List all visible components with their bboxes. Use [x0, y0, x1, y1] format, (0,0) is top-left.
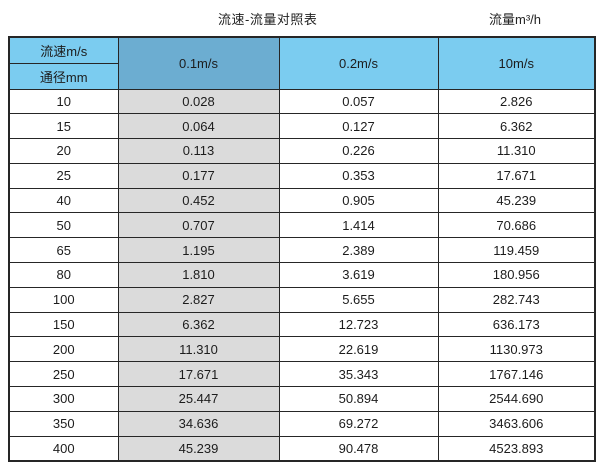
header-diameter-label: 通径mm	[8, 62, 119, 90]
diameter-cell: 65	[8, 237, 119, 264]
table-row: 200 11.310 22.619 1130.973	[8, 336, 596, 363]
table-row: 15 0.064 0.127 6.362	[8, 113, 596, 140]
header-velocity-label: 流速m/s	[8, 36, 119, 64]
flow-value-cell: 2.826	[437, 88, 596, 115]
table-row: 10 0.028 0.057 2.826	[8, 88, 596, 115]
diameter-cell: 40	[8, 187, 119, 214]
table-row: 40 0.452 0.905 45.239	[8, 187, 596, 214]
flow-value-cell: 0.452	[117, 187, 280, 214]
flow-value-cell: 6.362	[117, 311, 280, 338]
diameter-cell: 250	[8, 361, 119, 388]
diameter-cell: 350	[8, 410, 119, 437]
flow-value-cell: 2.389	[278, 237, 439, 264]
flow-value-cell: 90.478	[278, 435, 439, 462]
diameter-cell: 10	[8, 88, 119, 115]
table-row: 20 0.113 0.226 11.310	[8, 138, 596, 164]
flow-value-cell: 1.195	[117, 237, 280, 264]
flow-value-cell: 50.894	[278, 386, 439, 412]
flow-value-cell: 4523.893	[437, 435, 596, 462]
flow-rate-table: 流速m/s 0.1m/s 0.2m/s 10m/s 通径mm 10 0.028 0.…	[8, 36, 596, 462]
flow-value-cell: 3463.606	[437, 410, 596, 437]
diameter-cell: 100	[8, 286, 119, 313]
flow-value-cell: 636.173	[437, 311, 596, 338]
flow-value-cell: 3.619	[278, 262, 439, 288]
flow-value-cell: 0.226	[278, 138, 439, 164]
table-header: 流速m/s 0.1m/s 0.2m/s 10m/s 通径mm	[8, 36, 596, 90]
header-col-0.1ms: 0.1m/s	[117, 36, 280, 90]
flow-value-cell: 2544.690	[437, 386, 596, 412]
header-col-0.2ms: 0.2m/s	[278, 36, 439, 90]
diameter-cell: 200	[8, 336, 119, 363]
flow-value-cell: 1.810	[117, 262, 280, 288]
diameter-cell: 15	[8, 113, 119, 140]
table-row: 80 1.810 3.619 180.956	[8, 262, 596, 288]
flow-value-cell: 0.177	[117, 162, 280, 189]
flow-value-cell: 0.707	[117, 212, 280, 239]
table-body: 10 0.028 0.057 2.826 15 0.064 0.127 6.362 20 0.11…	[8, 88, 596, 462]
flow-value-cell: 22.619	[278, 336, 439, 363]
flow-value-cell: 6.362	[437, 113, 596, 140]
flow-value-cell: 25.447	[117, 386, 280, 412]
flow-unit-label: 流量m³/h	[489, 12, 542, 27]
flow-value-cell: 282.743	[437, 286, 596, 313]
flow-value-cell: 0.905	[278, 187, 439, 214]
flow-value-cell: 0.028	[117, 88, 280, 115]
header-col-10ms: 10m/s	[437, 36, 596, 90]
flow-value-cell: 35.343	[278, 361, 439, 388]
diameter-cell: 20	[8, 138, 119, 164]
flow-value-cell: 69.272	[278, 410, 439, 437]
flow-value-cell: 1.414	[278, 212, 439, 239]
table-row: 65 1.195 2.389 119.459	[8, 237, 596, 264]
flow-value-cell: 0.057	[278, 88, 439, 115]
flow-value-cell: 1767.146	[437, 361, 596, 388]
table-row: 150 6.362 12.723 636.173	[8, 311, 596, 338]
diameter-cell: 150	[8, 311, 119, 338]
flow-value-cell: 119.459	[437, 237, 596, 264]
diameter-cell: 400	[8, 435, 119, 462]
diameter-cell: 25	[8, 162, 119, 189]
flow-value-cell: 180.956	[437, 262, 596, 288]
table-title: 流速-流量对照表	[218, 12, 318, 27]
flow-value-cell: 45.239	[437, 187, 596, 214]
flow-value-cell: 34.636	[117, 410, 280, 437]
flow-value-cell: 11.310	[117, 336, 280, 363]
flow-value-cell: 0.127	[278, 113, 439, 140]
flow-value-cell: 45.239	[117, 435, 280, 462]
flow-value-cell: 70.686	[437, 212, 596, 239]
flow-value-cell: 0.113	[117, 138, 280, 164]
flow-value-cell: 17.671	[437, 162, 596, 189]
table-row: 250 17.671 35.343 1767.146	[8, 361, 596, 388]
table-row: 100 2.827 5.655 282.743	[8, 286, 596, 313]
flow-value-cell: 1130.973	[437, 336, 596, 363]
flow-value-cell: 0.353	[278, 162, 439, 189]
diameter-cell: 50	[8, 212, 119, 239]
flow-value-cell: 11.310	[437, 138, 596, 164]
flow-value-cell: 12.723	[278, 311, 439, 338]
diameter-cell: 80	[8, 262, 119, 288]
flow-value-cell: 2.827	[117, 286, 280, 313]
diameter-cell: 300	[8, 386, 119, 412]
table-row: 350 34.636 69.272 3463.606	[8, 410, 596, 437]
table-row: 300 25.447 50.894 2544.690	[8, 386, 596, 412]
flow-value-cell: 0.064	[117, 113, 280, 140]
table-row: 50 0.707 1.414 70.686	[8, 212, 596, 239]
flow-value-cell: 17.671	[117, 361, 280, 388]
table-row: 400 45.239 90.478 4523.893	[8, 435, 596, 462]
table-row: 25 0.177 0.353 17.671	[8, 162, 596, 189]
caption-row: 流速-流量对照表 流量m³/h	[0, 4, 600, 32]
flow-value-cell: 5.655	[278, 286, 439, 313]
